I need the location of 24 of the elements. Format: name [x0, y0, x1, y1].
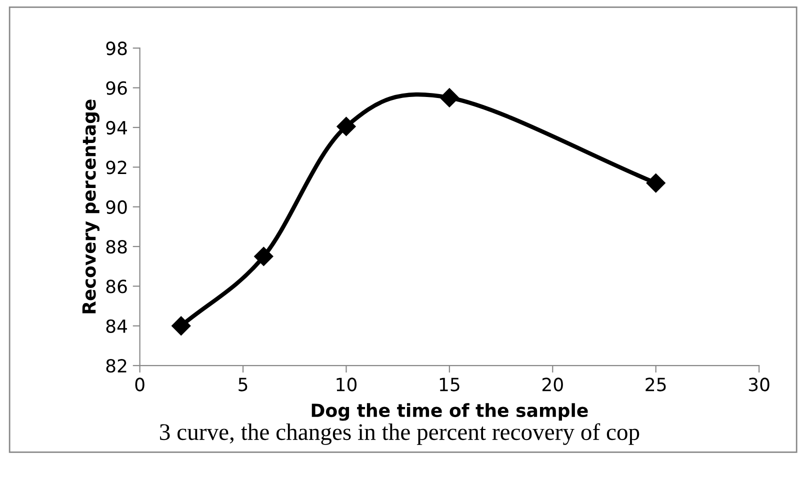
point: [336, 116, 356, 136]
point: [254, 246, 274, 266]
x-tick-label: 30: [748, 378, 770, 392]
x-tick-label: 20: [542, 378, 563, 392]
y-tick-label: 82: [106, 359, 126, 373]
y-tick-label: 88: [106, 240, 127, 254]
point: [440, 88, 459, 108]
y-tick-label: 92: [106, 160, 126, 174]
y-tick-label: 98: [106, 42, 127, 56]
y-axis-title: Recovery percentage: [82, 100, 100, 314]
x-tick-label: 15: [440, 378, 460, 392]
x-tick-label: 5: [238, 378, 248, 392]
y-tick-label: 94: [106, 120, 128, 135]
point: [172, 316, 191, 336]
y-tick-label: 96: [106, 81, 127, 95]
x-tick-label: 25: [646, 378, 666, 392]
y-tick-label: 86: [106, 280, 127, 294]
point: [646, 173, 666, 193]
x-tick-label: 10: [336, 378, 357, 392]
text: 3 curve, the changes in the percent recovery of cop: [160, 423, 640, 445]
y-tick-label: 84: [106, 319, 128, 333]
x-tick-label: 0: [135, 378, 144, 392]
x-axis-title: Dog the time of the sample: [312, 403, 588, 421]
y-tick-label: 90: [106, 200, 127, 214]
